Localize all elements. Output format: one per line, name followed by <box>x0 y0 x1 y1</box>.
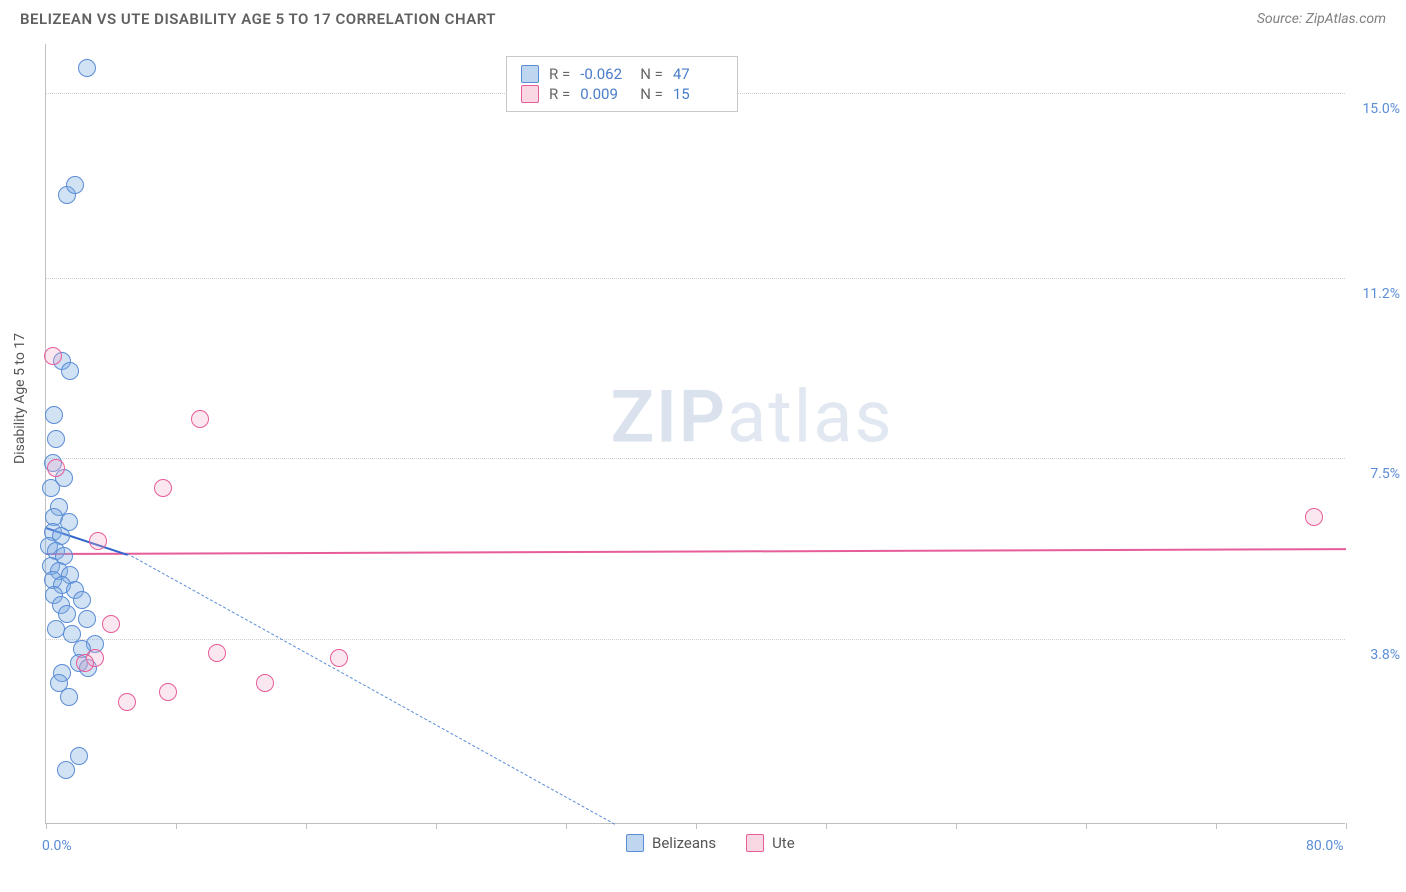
data-point-pink <box>191 410 209 428</box>
trend-extrapolation <box>127 554 615 825</box>
chart-title: BELIZEAN VS UTE DISABILITY AGE 5 TO 17 C… <box>20 10 496 28</box>
data-point-pink <box>102 615 120 633</box>
data-point-blue <box>70 747 88 765</box>
source-citation: Source: ZipAtlas.com <box>1257 11 1386 27</box>
x-tick <box>1216 823 1217 829</box>
data-point-pink <box>76 654 94 672</box>
data-point-blue <box>78 59 96 77</box>
data-point-pink <box>47 459 65 477</box>
legend-swatch-blue <box>521 65 539 83</box>
data-point-blue <box>60 688 78 706</box>
data-point-blue <box>78 610 96 628</box>
legend-item-pink: Ute <box>746 834 795 852</box>
gridline <box>46 639 1345 640</box>
data-point-pink <box>208 644 226 662</box>
scatter-plot-area: ZIPatlas 3.8%7.5%11.2%15.0%0.0%80.0%R =-… <box>45 44 1345 824</box>
legend-swatch-blue <box>626 834 644 852</box>
trendline-pink <box>46 549 1346 556</box>
y-tick-label: 3.8% <box>1370 647 1400 663</box>
series-legend: Belizeans Ute <box>626 834 795 852</box>
data-point-pink <box>44 347 62 365</box>
data-point-pink <box>1305 508 1323 526</box>
x-tick <box>176 823 177 829</box>
x-tick <box>566 823 567 829</box>
x-tick <box>956 823 957 829</box>
legend-swatch-pink <box>521 85 539 103</box>
data-point-pink <box>256 674 274 692</box>
n-label: N = <box>640 85 663 103</box>
y-tick-label: 7.5% <box>1370 466 1400 482</box>
x-tick <box>436 823 437 829</box>
data-point-blue <box>73 591 91 609</box>
r-value: 0.009 <box>580 85 630 103</box>
data-point-blue <box>45 406 63 424</box>
x-tick <box>696 823 697 829</box>
stats-row-pink: R = 0.009 N = 15 <box>521 85 723 103</box>
data-point-pink <box>154 479 172 497</box>
gridline <box>46 458 1345 459</box>
chart-container: Disability Age 5 to 17 ZIPatlas 3.8%7.5%… <box>0 34 1406 884</box>
data-point-pink <box>330 649 348 667</box>
x-tick <box>826 823 827 829</box>
r-value: -0.062 <box>580 65 630 83</box>
y-tick-label: 15.0% <box>1362 101 1400 117</box>
r-label: R = <box>549 85 570 103</box>
r-label: R = <box>549 65 570 83</box>
data-point-pink <box>159 683 177 701</box>
legend-label: Belizeans <box>652 834 716 852</box>
x-tick-label: 0.0% <box>42 838 72 854</box>
y-tick-label: 11.2% <box>1362 286 1400 302</box>
x-tick-label: 80.0% <box>1306 838 1344 854</box>
legend-item-blue: Belizeans <box>626 834 716 852</box>
x-tick <box>306 823 307 829</box>
data-point-blue <box>42 479 60 497</box>
x-tick <box>46 823 47 829</box>
data-point-pink <box>89 532 107 550</box>
y-axis-label: Disability Age 5 to 17 <box>12 333 28 464</box>
data-point-pink <box>118 693 136 711</box>
stats-row-blue: R = -0.062 N = 47 <box>521 65 723 83</box>
n-value: 15 <box>673 85 723 103</box>
n-label: N = <box>640 65 663 83</box>
legend-swatch-pink <box>746 834 764 852</box>
data-point-blue <box>57 761 75 779</box>
legend-label: Ute <box>772 834 795 852</box>
data-point-blue <box>47 430 65 448</box>
x-tick <box>1346 823 1347 829</box>
data-point-blue <box>47 620 65 638</box>
n-value: 47 <box>673 65 723 83</box>
watermark-text: ZIPatlas <box>611 374 894 459</box>
x-tick <box>1086 823 1087 829</box>
data-point-blue <box>66 176 84 194</box>
correlation-stats-box: R = -0.062 N = 47 R = 0.009 N = 15 <box>506 56 738 112</box>
gridline <box>46 278 1345 279</box>
data-point-blue <box>61 362 79 380</box>
